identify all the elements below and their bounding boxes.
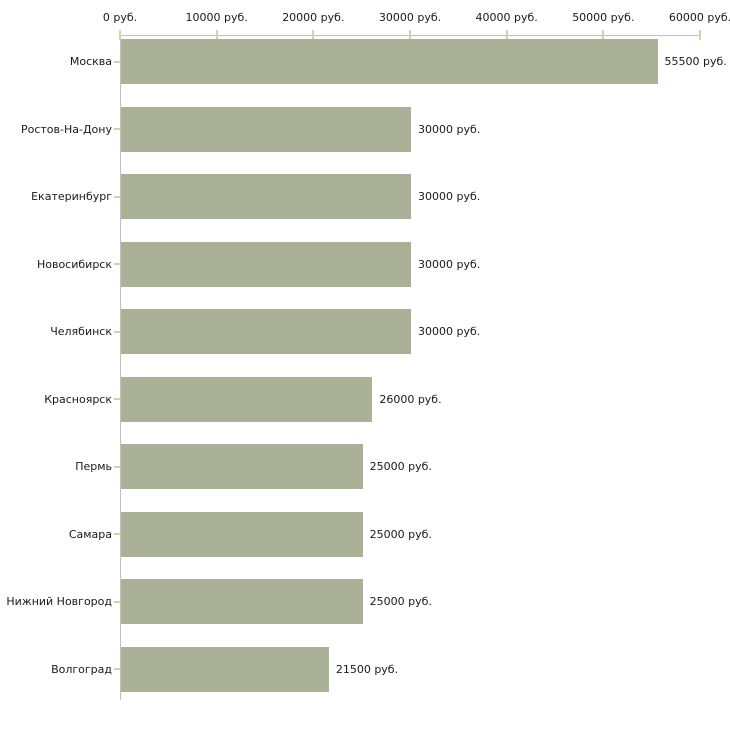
y-axis-category-label: Москва [69, 55, 112, 68]
plot-area: 0 руб. 10000 руб. 20000 руб. 30000 руб. 4000… [6, 11, 730, 700]
bar-value-label: 30000 руб. [418, 257, 481, 271]
bar [121, 646, 329, 692]
y-axis-category-label: Челябинск [50, 325, 112, 338]
x-axis-tick-label: 40000 руб. [475, 11, 538, 24]
y-axis-tick [114, 330, 120, 333]
y-axis-tick [114, 398, 120, 400]
bar [121, 309, 411, 354]
y-axis-line [120, 35, 121, 700]
x-axis-tick [505, 30, 508, 40]
bar [121, 39, 658, 84]
bar-value-label: 30000 руб. [418, 122, 481, 136]
bar-value-label: 21500 руб. [335, 662, 399, 676]
x-axis-tick-label: 50000 руб. [572, 11, 635, 24]
x-axis-tick-label: 10000 руб. [185, 11, 248, 24]
x-axis-tick [409, 30, 411, 40]
y-axis-tick [114, 263, 120, 265]
y-axis-tick [114, 195, 120, 198]
bar [121, 579, 363, 624]
x-axis-tick [312, 30, 315, 40]
bar [121, 174, 411, 219]
bar [121, 106, 411, 152]
bar-value-label: 55500 руб. [664, 55, 727, 68]
y-axis-tick [114, 533, 120, 535]
y-axis-category-label: Красноярск [44, 392, 112, 406]
bar-value-label: 25000 руб. [369, 595, 432, 608]
bar [121, 376, 373, 422]
y-axis-tick [114, 128, 120, 130]
x-axis-tick-label: 60000 руб. [668, 11, 730, 24]
y-axis-category-label: Новосибирск [36, 257, 112, 271]
bar-value-label: 26000 руб. [379, 392, 442, 406]
x-axis-tick [215, 30, 218, 40]
y-axis-category-label: Нижний Новгород [6, 595, 112, 608]
y-axis-category-label: Ростов-На-Дону [20, 122, 112, 136]
bar [121, 241, 411, 287]
y-axis-tick [114, 60, 120, 63]
bar-value-label: 30000 руб. [418, 325, 481, 338]
x-axis-tick-label: 0 руб. [102, 11, 138, 24]
bar [121, 511, 363, 557]
y-axis-tick [114, 600, 120, 603]
bar-value-label: 25000 руб. [369, 527, 432, 541]
bar-value-label: 30000 руб. [418, 190, 481, 203]
x-axis-tick [602, 30, 605, 40]
y-axis-category-label: Волгоград [51, 662, 112, 676]
y-axis-category-label: Самара [68, 527, 112, 541]
x-axis-tick [119, 30, 121, 40]
bar-value-label: 25000 руб. [369, 460, 432, 473]
x-axis-tick-label: 20000 руб. [282, 11, 345, 24]
x-axis-tick-label: 30000 руб. [378, 11, 442, 24]
y-axis-tick [114, 668, 120, 670]
y-axis-category-label: Екатеринбург [31, 190, 112, 203]
bar [121, 444, 363, 489]
x-axis-tick [699, 30, 701, 40]
y-axis-tick [114, 465, 120, 468]
y-axis-category-label: Пермь [75, 460, 112, 473]
